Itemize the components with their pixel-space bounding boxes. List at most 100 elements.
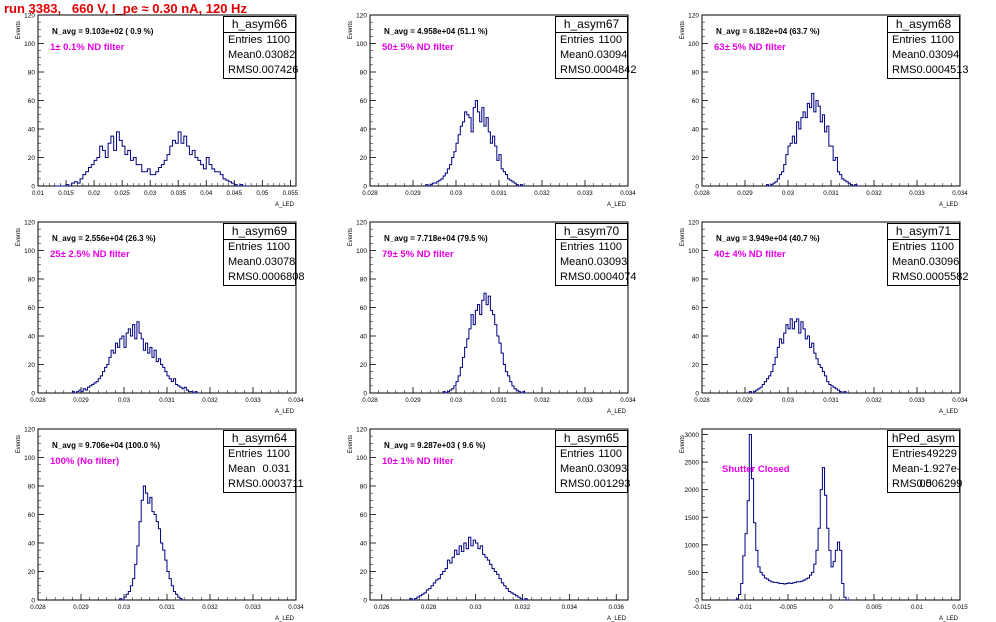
stats-row-entries: Entries 1100 <box>224 447 295 462</box>
x-axis-label: A_LED <box>939 409 959 415</box>
x-tick-label: 0.028 <box>30 397 46 404</box>
x-tick-label: -0.005 <box>779 604 797 611</box>
stats-value-mean: 0.031 <box>262 463 290 475</box>
x-tick-label: 0.01 <box>32 190 45 197</box>
histogram-pad-h_asym64: 0 20 40 60 80 100 120 0.028 0.029 0.03 0.031 0.032 0… <box>0 414 332 622</box>
y-tick-label: 100 <box>24 455 35 462</box>
x-tick-label: 0.032 <box>515 604 531 611</box>
y-tick-label: 0 <box>363 391 367 398</box>
y-axis-label: Events <box>16 228 22 246</box>
x-tick-label: 0.028 <box>694 190 710 197</box>
x-tick-label: 0.036 <box>609 604 625 611</box>
x-tick-label: 0.028 <box>362 397 378 404</box>
x-tick-label: 0.045 <box>227 190 243 197</box>
stats-row-mean: Mean 0.03078 <box>224 255 295 270</box>
x-axis-label: A_LED <box>939 202 959 208</box>
x-tick-label: 0.032 <box>202 604 218 611</box>
stats-row-entries: Entries 1100 <box>888 33 959 48</box>
histogram-series <box>119 485 185 601</box>
stats-row-rms: RMS 0.007426 <box>224 63 298 78</box>
stats-value-rms: 0.006299 <box>916 478 963 490</box>
stats-value-mean: 0.03096 <box>919 256 960 268</box>
histogram-pad-hPed_asym: 0 500 1000 1500 2000 2500 3000 -0.015 -0.01 -0.00… <box>664 414 996 622</box>
x-tick-label: 0.026 <box>374 604 390 611</box>
y-tick-label: 80 <box>692 277 700 284</box>
stats-value-rms: 0.0004074 <box>584 271 637 283</box>
y-tick-label: 40 <box>360 127 368 134</box>
y-tick-label: 40 <box>28 334 36 341</box>
x-tick-label: 0.035 <box>170 190 186 197</box>
x-tick-label: 0.025 <box>114 190 130 197</box>
x-tick-label: 0.033 <box>245 604 261 611</box>
stats-label-mean: Mean <box>560 463 588 475</box>
stats-row-entries: Entries 1100 <box>556 447 627 462</box>
stats-label-mean: Mean <box>892 256 920 268</box>
x-tick-label: 0.032 <box>866 397 882 404</box>
stats-label-rms: RMS <box>892 478 917 490</box>
stats-row-mean: Mean 0.03093 <box>556 255 627 270</box>
navg-label: N_avg = 7.718e+04 (79.5 %) <box>384 234 488 243</box>
y-tick-label: 60 <box>360 305 368 312</box>
x-tick-label: 0.034 <box>562 604 578 611</box>
histogram-pad-h_asym69: 0 20 40 60 80 100 120 0.028 0.029 0.03 0.031 0.032 0… <box>0 207 332 416</box>
y-tick-label: 1500 <box>685 515 700 522</box>
x-tick-label: 0.03 <box>782 397 795 404</box>
y-tick-label: 120 <box>24 427 35 434</box>
y-tick-label: 100 <box>356 248 367 255</box>
x-tick-label: 0.031 <box>159 397 175 404</box>
y-tick-label: 40 <box>28 541 36 548</box>
stats-label-mean: Mean <box>560 256 588 268</box>
y-tick-label: 40 <box>28 127 36 134</box>
stats-row-entries: Entries 1100 <box>556 33 627 48</box>
stats-row-mean: Mean 0.03096 <box>888 255 959 270</box>
stats-value-entries: 1100 <box>930 241 954 253</box>
y-tick-label: 120 <box>356 220 367 227</box>
y-tick-label: 40 <box>360 541 368 548</box>
stats-row-entries: Entries 1100 <box>224 33 295 48</box>
y-tick-label: 120 <box>356 427 367 434</box>
stats-box: h_asym64 Entries 1100 Mean 0.031 RMS 0.0003711 <box>223 430 304 493</box>
x-tick-label: 0.03 <box>450 397 463 404</box>
stats-box: h_asym69 Entries 1100 Mean 0.03078 RMS 0.00068… <box>223 223 304 286</box>
y-tick-label: 40 <box>360 334 368 341</box>
histogram-svg: 0 20 40 60 80 100 120 0.026 0.028 0.03 0.032 0.034 0… <box>348 427 629 622</box>
stats-value-rms: 0.0006808 <box>252 271 305 283</box>
y-axis-label: Events <box>348 435 354 453</box>
stats-label-entries: Entries <box>560 241 595 253</box>
stats-row-rms: RMS 0.0004513 <box>888 63 968 78</box>
stats-row-entries: Entries 49229 <box>888 447 959 462</box>
stats-row-entries: Entries 1100 <box>224 240 295 255</box>
stats-label-entries: Entries <box>560 34 595 46</box>
stats-row-entries: Entries 1100 <box>556 240 627 255</box>
y-tick-label: 20 <box>360 362 368 369</box>
stats-label-rms: RMS <box>228 64 253 76</box>
stats-value-rms: 0.0004842 <box>584 64 637 76</box>
stats-label-entries: Entries <box>228 34 263 46</box>
stats-value-rms: 0.001293 <box>584 478 631 490</box>
x-tick-label: 0.028 <box>421 604 437 611</box>
stats-label-mean: Mean <box>560 49 588 61</box>
histogram-name: h_asym67 <box>556 17 627 33</box>
histogram-svg: 0 20 40 60 80 100 120 0.028 0.029 0.03 0.031 0.032 0… <box>16 427 304 622</box>
y-tick-label: 60 <box>692 98 700 105</box>
y-tick-label: 120 <box>24 13 35 20</box>
histogram-pad-h_asym67: 0 20 40 60 80 100 120 0.028 0.029 0.03 0.031 0.032 0… <box>332 0 664 209</box>
x-tick-label: 0.01 <box>911 604 924 611</box>
stats-label-mean: Mean <box>892 463 920 475</box>
x-tick-label: 0.032 <box>534 190 550 197</box>
x-tick-label: 0.031 <box>491 190 507 197</box>
y-tick-label: 100 <box>688 41 699 48</box>
histogram-pad-h_asym66: 0 20 40 60 80 100 120 0.01 0.015 0.02 0.025 0.03 0.0… <box>0 0 332 209</box>
histogram-svg: 0 20 40 60 80 100 120 0.028 0.029 0.03 0.031 0.032 0… <box>680 13 968 209</box>
y-tick-label: 20 <box>28 569 36 576</box>
x-axis-label: A_LED <box>939 616 959 622</box>
y-tick-label: 0 <box>695 391 699 398</box>
y-tick-label: 60 <box>360 98 368 105</box>
histogram-series <box>71 321 200 394</box>
stats-row-rms: RMS 0.0005582 <box>888 270 968 285</box>
x-tick-label: -0.01 <box>738 604 753 611</box>
stats-value-mean: 0.03093 <box>587 463 628 475</box>
stats-row-mean: Mean 0.03093 <box>556 462 627 477</box>
y-tick-label: 120 <box>356 13 367 20</box>
stats-label-mean: Mean <box>228 463 256 475</box>
